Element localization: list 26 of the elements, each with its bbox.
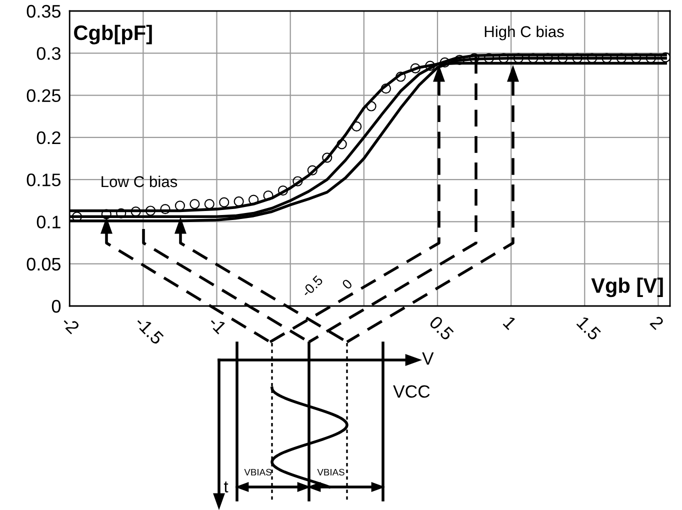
y-tick-label: 0.05: [26, 258, 61, 271]
y-tick-label: 0.25: [26, 89, 61, 102]
annotation: -0.5: [300, 274, 324, 298]
y-tick-label: 0.1: [36, 216, 60, 228]
x-tick-label: 1.5: [576, 316, 602, 341]
annotation: High C bias: [484, 26, 564, 40]
x-tick-label: 2: [650, 315, 664, 330]
text: VCC: [393, 385, 430, 398]
y-tick-label: 0: [52, 300, 61, 313]
text: VBIAS: [317, 468, 344, 476]
y-tick-label: 0.2: [36, 131, 60, 144]
text: V: [422, 352, 434, 365]
x-tick-label: 1: [502, 316, 518, 330]
text: t: [224, 482, 228, 492]
y-tick-label: 0.35: [26, 4, 61, 18]
y-tick-label: 0.15: [26, 174, 61, 186]
x-tick-label: -1.5: [134, 315, 164, 346]
x-tick-label: -1: [208, 315, 228, 334]
x-axis-title: Vgb [V]: [591, 278, 663, 298]
x-tick-label: -2: [60, 315, 80, 334]
x-tick-label: 0.5: [428, 315, 454, 341]
y-tick-label: 0.3: [36, 47, 60, 60]
text: VBIAS: [244, 468, 272, 476]
annotation: Low C bias: [102, 176, 178, 188]
y-axis-title: Cgb[pF]: [74, 24, 152, 44]
annotation: 0: [342, 278, 353, 290]
